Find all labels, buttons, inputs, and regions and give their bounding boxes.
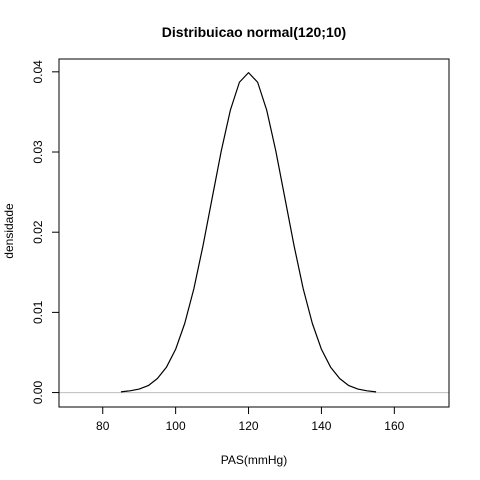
y-tick-label: 0.04: [31, 60, 45, 84]
plot-frame: [58, 58, 450, 408]
chart-title: Distribuicao normal(120;10): [162, 24, 346, 40]
y-tick-label: 0.02: [31, 220, 45, 244]
x-tick-label: 80: [96, 419, 110, 433]
plot-area: 80 100 120 140 160 0.00 0.01 0.02 0.03 0.04: [31, 58, 450, 433]
y-tick-label: 0.01: [31, 300, 45, 324]
x-tick-label: 160: [384, 419, 404, 433]
y-tick-label: 0.00: [31, 381, 45, 405]
x-tick-label: 100: [166, 419, 186, 433]
density-curve-0: [120, 72, 377, 393]
x-tick-label: 120: [239, 419, 259, 433]
y-axis-label: densidade: [2, 203, 16, 259]
x-tick-label: 140: [311, 419, 331, 433]
y-tick-label: 0.03: [31, 140, 45, 164]
x-axis-label: PAS(mmHg): [221, 453, 287, 467]
